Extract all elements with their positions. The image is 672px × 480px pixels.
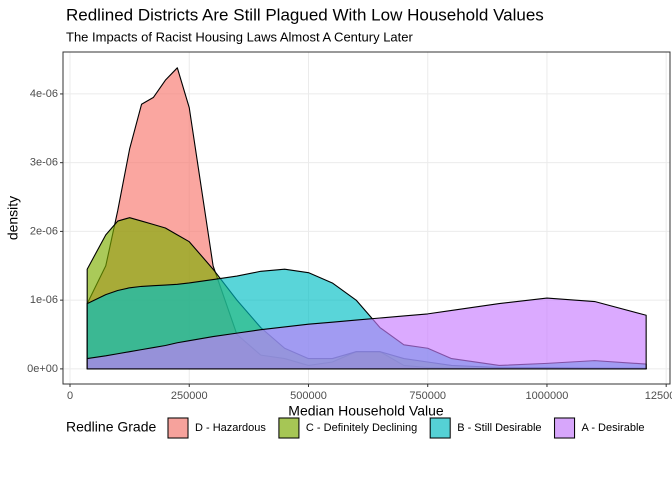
y-tick-label: 2e-06 [30,225,58,237]
plot-border [62,51,671,385]
x-tick-label: 500000 [290,390,327,402]
y-tick-label: 4e-06 [30,88,58,100]
legend-label: A - Desirable [582,422,645,434]
chart-subtitle: The Impacts of Racist Housing Laws Almos… [66,29,413,44]
x-tick-label: 750000 [409,390,446,402]
legend-swatch [554,417,576,439]
y-tick-label: 0e+00 [27,363,58,375]
x-tick-label: 0 [67,390,73,402]
x-axis-label: Median Household Value [288,403,444,419]
legend-item: D - Hazardous [167,417,266,439]
legend-label: D - Hazardous [195,422,266,434]
legend-item: B - Still Desirable [429,417,542,439]
x-tick-label: 1250000 [645,390,672,402]
legend-label: C - Definitely Declining [306,422,417,434]
legend-swatch [278,417,300,439]
x-tick-label: 250000 [171,390,208,402]
chart-title: Redlined Districts Are Still Plagued Wit… [66,5,544,24]
legend-item: C - Definitely Declining [277,417,417,439]
legend-title: Redline Grade [66,419,156,435]
legend-swatch [167,417,189,439]
y-tick-label: 3e-06 [30,157,58,169]
x-tick-label: 1000000 [526,390,569,402]
y-axis-label: density [5,196,21,240]
y-tick-label: 1e-06 [30,294,58,306]
density-area [86,297,647,370]
legend-label: B - Still Desirable [457,422,541,434]
legend-swatch [429,417,451,439]
legend-item: A - Desirable [553,417,645,439]
